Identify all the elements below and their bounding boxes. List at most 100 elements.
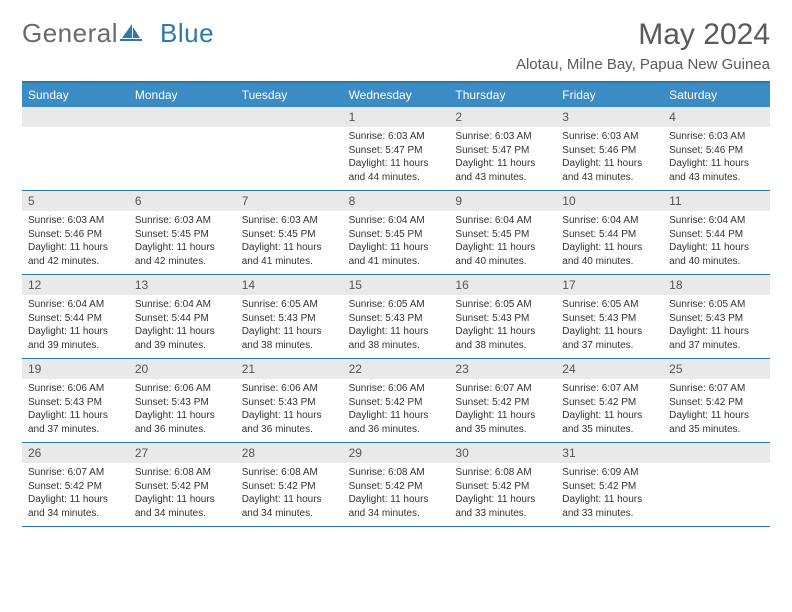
sunrise-text: Sunrise: 6:07 AM [455, 382, 550, 396]
sunset-text: Sunset: 5:42 PM [562, 480, 657, 494]
day-cell: 22Sunrise: 6:06 AMSunset: 5:42 PMDayligh… [343, 359, 450, 442]
day-number: 6 [129, 191, 236, 211]
day-cell: 4Sunrise: 6:03 AMSunset: 5:46 PMDaylight… [663, 107, 770, 190]
header: General Blue May 2024 Alotau, Milne Bay,… [22, 18, 770, 73]
day-info: Sunrise: 6:06 AMSunset: 5:43 PMDaylight:… [129, 379, 236, 442]
daylight-text: Daylight: 11 hours and 35 minutes. [669, 409, 764, 436]
day-info: Sunrise: 6:06 AMSunset: 5:43 PMDaylight:… [22, 379, 129, 442]
daylight-text: Daylight: 11 hours and 33 minutes. [455, 493, 550, 520]
sunset-text: Sunset: 5:42 PM [28, 480, 123, 494]
day-info: Sunrise: 6:03 AMSunset: 5:47 PMDaylight:… [449, 127, 556, 190]
sunset-text: Sunset: 5:43 PM [242, 312, 337, 326]
day-cell: 14Sunrise: 6:05 AMSunset: 5:43 PMDayligh… [236, 275, 343, 358]
sunrise-text: Sunrise: 6:08 AM [455, 466, 550, 480]
daylight-text: Daylight: 11 hours and 43 minutes. [669, 157, 764, 184]
day-info: Sunrise: 6:06 AMSunset: 5:42 PMDaylight:… [343, 379, 450, 442]
day-cell [129, 107, 236, 190]
day-number: 28 [236, 443, 343, 463]
day-number: 29 [343, 443, 450, 463]
sunset-text: Sunset: 5:42 PM [455, 396, 550, 410]
day-info: Sunrise: 6:04 AMSunset: 5:44 PMDaylight:… [129, 295, 236, 358]
day-info: Sunrise: 6:05 AMSunset: 5:43 PMDaylight:… [343, 295, 450, 358]
sunset-text: Sunset: 5:46 PM [28, 228, 123, 242]
day-cell: 3Sunrise: 6:03 AMSunset: 5:46 PMDaylight… [556, 107, 663, 190]
brand-part1: General [22, 18, 118, 49]
location-text: Alotau, Milne Bay, Papua New Guinea [516, 56, 770, 73]
day-cell: 30Sunrise: 6:08 AMSunset: 5:42 PMDayligh… [449, 443, 556, 526]
daylight-text: Daylight: 11 hours and 37 minutes. [562, 325, 657, 352]
sunrise-text: Sunrise: 6:04 AM [349, 214, 444, 228]
day-info: Sunrise: 6:04 AMSunset: 5:44 PMDaylight:… [556, 211, 663, 274]
day-number [22, 107, 129, 127]
day-cell: 19Sunrise: 6:06 AMSunset: 5:43 PMDayligh… [22, 359, 129, 442]
sunrise-text: Sunrise: 6:03 AM [242, 214, 337, 228]
day-number: 18 [663, 275, 770, 295]
daylight-text: Daylight: 11 hours and 34 minutes. [135, 493, 230, 520]
daylight-text: Daylight: 11 hours and 40 minutes. [562, 241, 657, 268]
day-info [663, 463, 770, 513]
day-number: 20 [129, 359, 236, 379]
sunset-text: Sunset: 5:46 PM [562, 144, 657, 158]
day-info [129, 127, 236, 177]
day-info [22, 127, 129, 177]
day-info: Sunrise: 6:08 AMSunset: 5:42 PMDaylight:… [343, 463, 450, 526]
week-row: 19Sunrise: 6:06 AMSunset: 5:43 PMDayligh… [22, 359, 770, 443]
day-info: Sunrise: 6:04 AMSunset: 5:44 PMDaylight:… [22, 295, 129, 358]
sunrise-text: Sunrise: 6:04 AM [455, 214, 550, 228]
day-number: 30 [449, 443, 556, 463]
sunrise-text: Sunrise: 6:06 AM [242, 382, 337, 396]
daylight-text: Daylight: 11 hours and 44 minutes. [349, 157, 444, 184]
sunrise-text: Sunrise: 6:04 AM [669, 214, 764, 228]
day-info: Sunrise: 6:05 AMSunset: 5:43 PMDaylight:… [556, 295, 663, 358]
daylight-text: Daylight: 11 hours and 37 minutes. [669, 325, 764, 352]
day-cell: 21Sunrise: 6:06 AMSunset: 5:43 PMDayligh… [236, 359, 343, 442]
sunrise-text: Sunrise: 6:07 AM [669, 382, 764, 396]
sunset-text: Sunset: 5:43 PM [669, 312, 764, 326]
brand-logo: General Blue [22, 18, 214, 49]
day-number: 26 [22, 443, 129, 463]
sunrise-text: Sunrise: 6:04 AM [28, 298, 123, 312]
day-cell: 16Sunrise: 6:05 AMSunset: 5:43 PMDayligh… [449, 275, 556, 358]
day-cell: 31Sunrise: 6:09 AMSunset: 5:42 PMDayligh… [556, 443, 663, 526]
sunset-text: Sunset: 5:44 PM [669, 228, 764, 242]
sunset-text: Sunset: 5:45 PM [349, 228, 444, 242]
sunset-text: Sunset: 5:42 PM [349, 396, 444, 410]
sunrise-text: Sunrise: 6:08 AM [135, 466, 230, 480]
day-info: Sunrise: 6:07 AMSunset: 5:42 PMDaylight:… [663, 379, 770, 442]
daylight-text: Daylight: 11 hours and 42 minutes. [28, 241, 123, 268]
day-cell: 23Sunrise: 6:07 AMSunset: 5:42 PMDayligh… [449, 359, 556, 442]
sunrise-text: Sunrise: 6:08 AM [242, 466, 337, 480]
daylight-text: Daylight: 11 hours and 43 minutes. [562, 157, 657, 184]
day-info: Sunrise: 6:03 AMSunset: 5:46 PMDaylight:… [556, 127, 663, 190]
day-header: Wednesday [343, 83, 450, 107]
sunset-text: Sunset: 5:42 PM [135, 480, 230, 494]
sunset-text: Sunset: 5:42 PM [455, 480, 550, 494]
day-number: 17 [556, 275, 663, 295]
daylight-text: Daylight: 11 hours and 34 minutes. [242, 493, 337, 520]
sunset-text: Sunset: 5:44 PM [28, 312, 123, 326]
day-cell: 5Sunrise: 6:03 AMSunset: 5:46 PMDaylight… [22, 191, 129, 274]
day-number: 3 [556, 107, 663, 127]
day-header: Saturday [663, 83, 770, 107]
sunrise-text: Sunrise: 6:05 AM [349, 298, 444, 312]
day-cell: 7Sunrise: 6:03 AMSunset: 5:45 PMDaylight… [236, 191, 343, 274]
daylight-text: Daylight: 11 hours and 36 minutes. [242, 409, 337, 436]
sunset-text: Sunset: 5:42 PM [669, 396, 764, 410]
sunrise-text: Sunrise: 6:03 AM [455, 130, 550, 144]
sunrise-text: Sunrise: 6:05 AM [669, 298, 764, 312]
daylight-text: Daylight: 11 hours and 38 minutes. [242, 325, 337, 352]
day-info: Sunrise: 6:08 AMSunset: 5:42 PMDaylight:… [449, 463, 556, 526]
sunset-text: Sunset: 5:44 PM [562, 228, 657, 242]
sunset-text: Sunset: 5:45 PM [455, 228, 550, 242]
sunset-text: Sunset: 5:46 PM [669, 144, 764, 158]
sunset-text: Sunset: 5:43 PM [562, 312, 657, 326]
day-number: 14 [236, 275, 343, 295]
day-cell [22, 107, 129, 190]
day-info [236, 127, 343, 177]
sunset-text: Sunset: 5:47 PM [349, 144, 444, 158]
day-cell: 26Sunrise: 6:07 AMSunset: 5:42 PMDayligh… [22, 443, 129, 526]
day-cell: 28Sunrise: 6:08 AMSunset: 5:42 PMDayligh… [236, 443, 343, 526]
sunset-text: Sunset: 5:43 PM [455, 312, 550, 326]
day-number: 11 [663, 191, 770, 211]
day-cell: 11Sunrise: 6:04 AMSunset: 5:44 PMDayligh… [663, 191, 770, 274]
